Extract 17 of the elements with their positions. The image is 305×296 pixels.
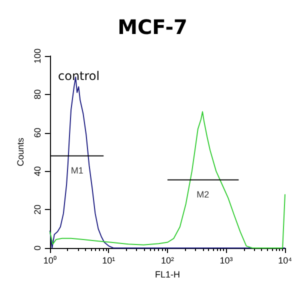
chart-title: MCF-7 (118, 15, 188, 39)
y-tick-label: 0 (32, 245, 42, 251)
x-tick-label: 10² (160, 256, 174, 266)
y-tick-label: 100 (32, 48, 42, 64)
annotation: control (58, 69, 100, 83)
y-tick-label: 20 (32, 204, 42, 215)
annotation: M2 (196, 189, 210, 200)
x-tick-label: 10⁴ (278, 256, 292, 266)
y-tick-label: 80 (32, 89, 42, 100)
y-axis-title: Counts (16, 137, 26, 166)
y-tick-label: 40 (32, 166, 42, 176)
y-tick-label: 60 (32, 128, 42, 138)
x-axis-title: FL1-H (154, 269, 180, 280)
x-tick-label: 10³ (220, 256, 233, 266)
x-tick-label: 10¹ (102, 256, 116, 266)
x-tick-label: 10⁰ (43, 256, 56, 266)
annotation: M1 (70, 165, 84, 176)
